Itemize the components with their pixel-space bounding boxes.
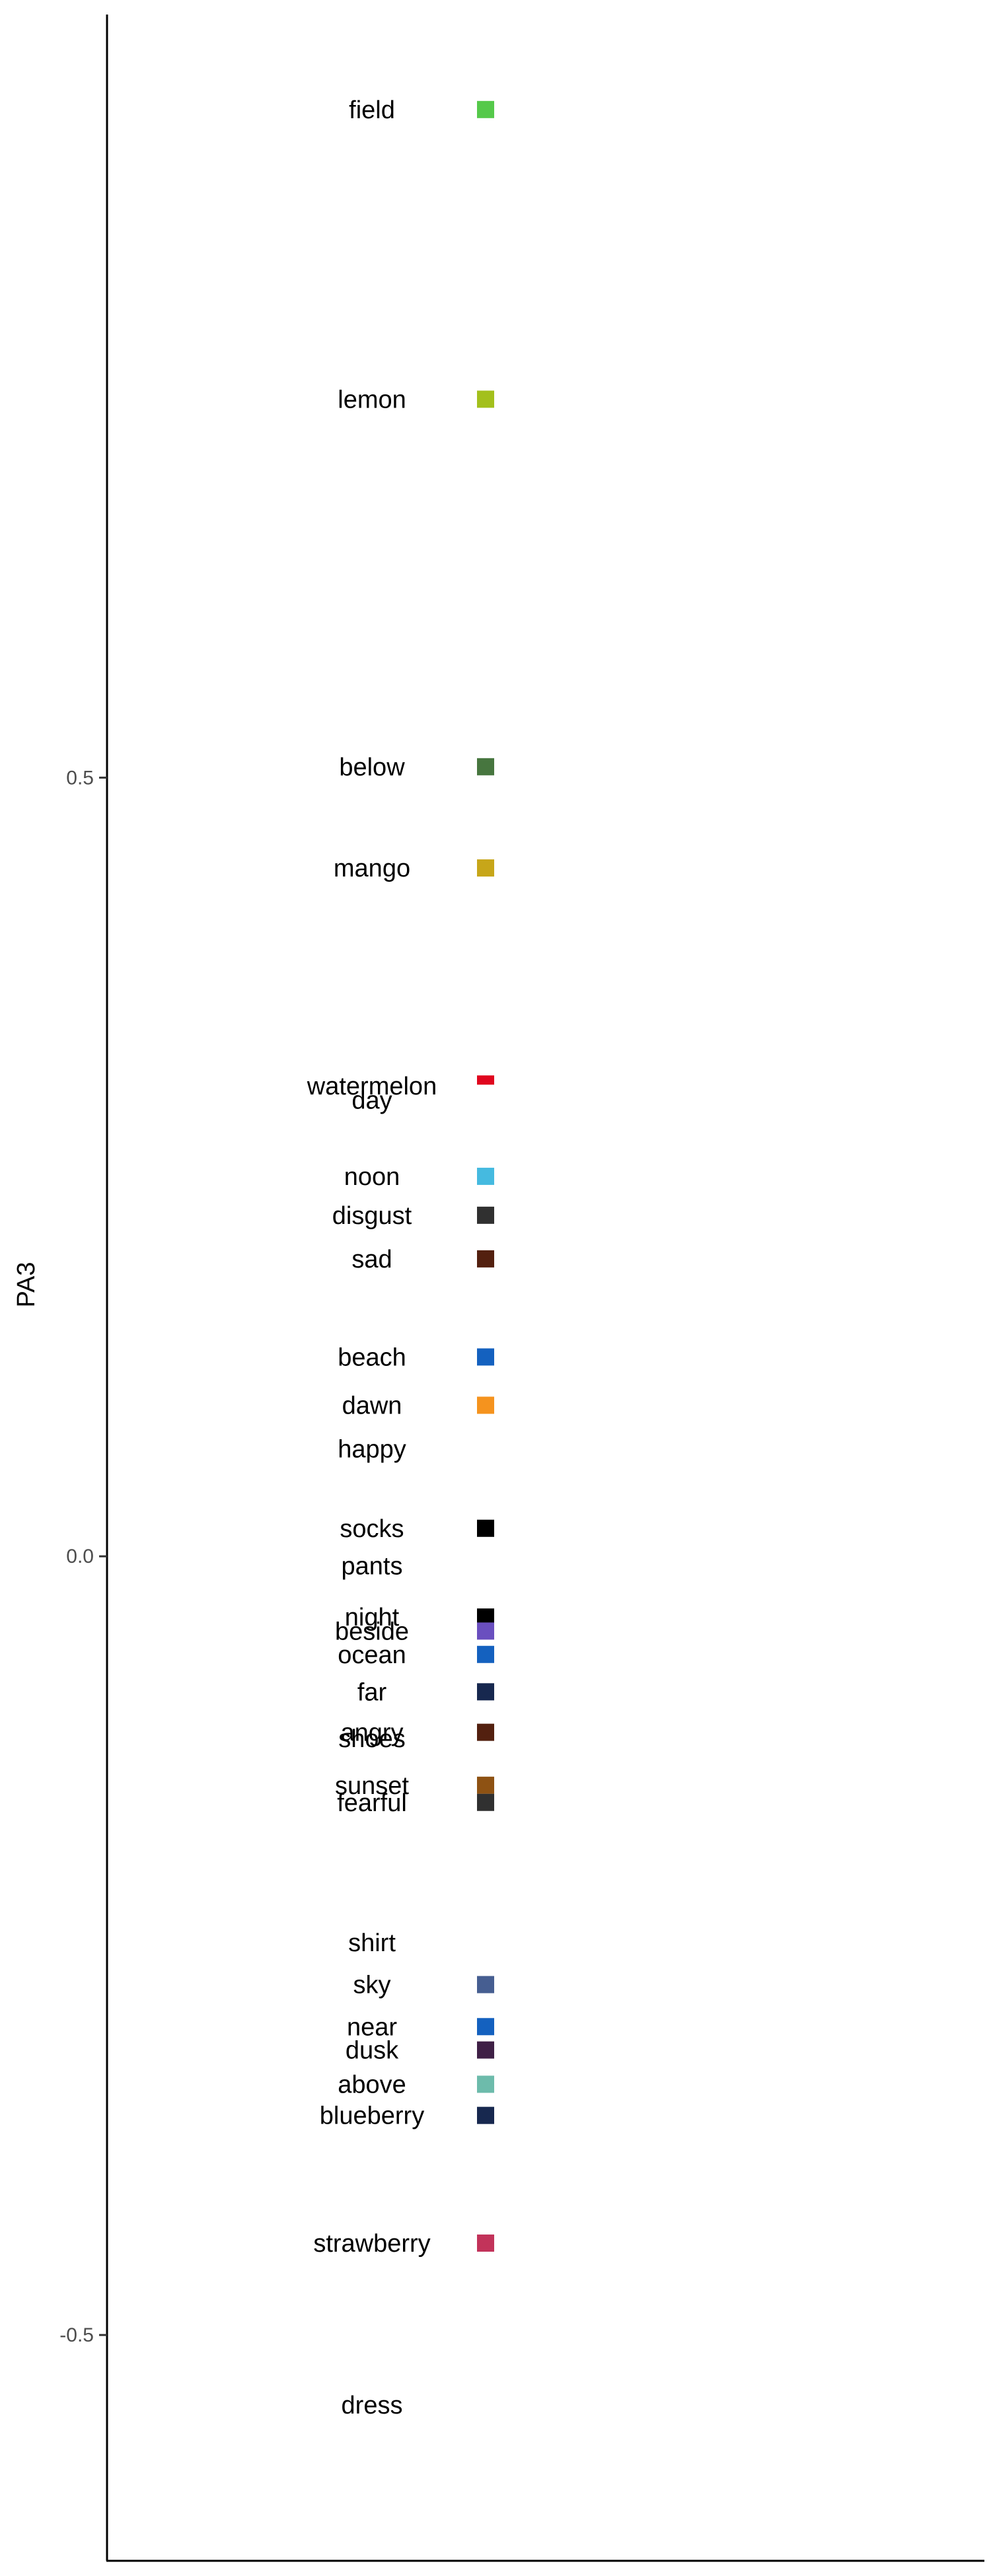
y-tick-label: 0.0 — [66, 1546, 94, 1567]
point-marker — [477, 2018, 494, 2036]
data-point: near — [347, 2013, 494, 2041]
point-label: blueberry — [320, 2102, 424, 2130]
data-point: socks — [340, 1515, 494, 1543]
point-label: dusk — [346, 2037, 399, 2065]
point-label: shirt — [348, 1929, 396, 1957]
data-point: beside — [335, 1618, 494, 1645]
point-label: beach — [338, 1343, 406, 1371]
point-label: sky — [353, 1972, 391, 1999]
point-marker — [477, 2075, 494, 2093]
data-point: noon — [344, 1163, 494, 1191]
point-marker — [477, 1723, 494, 1741]
point-label: ocean — [338, 1641, 406, 1669]
data-point: shirt — [348, 1929, 396, 1957]
point-marker — [477, 1645, 494, 1663]
point-marker — [477, 1167, 494, 1185]
point-label: dawn — [342, 1392, 402, 1420]
point-label: night — [345, 1604, 400, 1631]
point-marker — [477, 2235, 494, 2252]
data-point: watermelon — [307, 1073, 494, 1100]
point-marker — [477, 390, 494, 408]
data-point: angry — [340, 1719, 494, 1747]
y-tick-label: 0.5 — [66, 767, 94, 789]
point-label: fearful — [337, 1789, 407, 1817]
point-label: pants — [342, 1552, 403, 1580]
point-label: socks — [340, 1515, 404, 1543]
data-point: dress — [342, 2392, 403, 2419]
data-point: strawberry — [313, 2230, 494, 2258]
point-label: mango — [334, 855, 410, 882]
data-point: field — [349, 96, 494, 124]
data-point: ocean — [338, 1641, 494, 1669]
data-point: dawn — [342, 1392, 494, 1420]
point-label: lemon — [338, 386, 406, 413]
point-label: field — [349, 96, 395, 124]
data-point: blueberry — [320, 2102, 494, 2130]
y-axis-ticks: 0.5 0.0 -0.5 — [59, 767, 107, 2346]
data-point: shoes — [338, 1725, 405, 1753]
point-marker — [477, 1396, 494, 1414]
point-marker — [477, 1519, 494, 1537]
point-label: beside — [335, 1618, 409, 1645]
point-label: below — [339, 754, 405, 781]
data-point: sad — [351, 1246, 494, 1273]
point-label: sad — [351, 1246, 392, 1273]
point-label: strawberry — [313, 2230, 430, 2258]
point-marker — [477, 2106, 494, 2124]
point-label: dress — [342, 2392, 403, 2419]
y-axis-title: PA3 — [13, 1262, 40, 1307]
y-tick-label: -0.5 — [59, 2324, 94, 2346]
data-point: day — [351, 1087, 392, 1114]
data-point: dusk — [346, 2037, 494, 2065]
point-marker — [477, 1776, 494, 1794]
point-label: happy — [338, 1436, 406, 1464]
point-marker — [477, 1976, 494, 1993]
point-label: shoes — [338, 1725, 405, 1753]
point-label: near — [347, 2013, 397, 2041]
data-point: beach — [338, 1343, 494, 1371]
point-marker — [477, 1683, 494, 1701]
point-label: disgust — [332, 1202, 412, 1230]
data-point: happy — [338, 1436, 406, 1464]
point-marker — [477, 859, 494, 877]
data-point: sky — [353, 1972, 494, 1999]
point-marker — [477, 100, 494, 118]
data-point: lemon — [338, 386, 494, 413]
data-point: pants — [342, 1552, 403, 1580]
data-point: above — [338, 2071, 494, 2099]
point-marker — [477, 1622, 494, 1640]
point-label: above — [338, 2071, 406, 2099]
point-marker — [477, 758, 494, 775]
point-marker — [477, 1075, 494, 1085]
point-label: noon — [344, 1163, 400, 1191]
point-marker — [477, 1250, 494, 1268]
data-point: disgust — [332, 1202, 494, 1230]
point-label: sunset — [335, 1772, 409, 1800]
data-point: sunset — [335, 1772, 494, 1800]
point-marker — [477, 1206, 494, 1224]
data-point: mango — [334, 855, 494, 882]
point-label: far — [357, 1678, 387, 1706]
data-point: far — [357, 1678, 494, 1706]
point-label: angry — [340, 1719, 403, 1747]
point-label: watermelon — [307, 1073, 437, 1100]
point-marker — [477, 1793, 494, 1811]
point-label: day — [351, 1087, 392, 1114]
data-point: below — [339, 754, 494, 781]
point-marker — [477, 2041, 494, 2059]
point-marker — [477, 1348, 494, 1366]
data-point: fearful — [337, 1789, 494, 1817]
